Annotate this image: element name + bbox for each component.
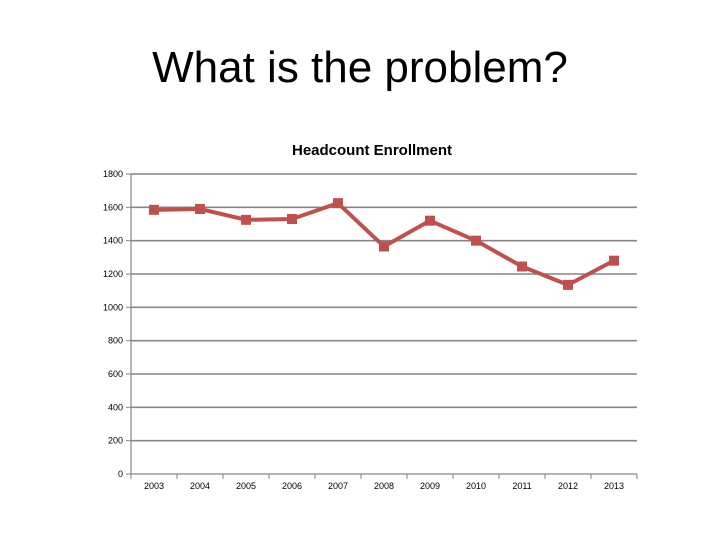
data-point-2012 xyxy=(563,279,573,290)
data-point-2010 xyxy=(471,235,481,246)
data-point-2005 xyxy=(241,214,251,225)
y-tick-label-400: 400 xyxy=(108,402,123,412)
x-tick-label-2013: 2013 xyxy=(604,481,624,491)
data-point-2008 xyxy=(379,241,389,252)
y-tick-labels: 0 200 400 600 800 1000 1200 1400 1600 1800 xyxy=(103,169,123,479)
y-tick-label-1400: 1400 xyxy=(103,236,123,246)
x-tick-label-2011: 2011 xyxy=(512,481,531,491)
x-tick-label-2004: 2004 xyxy=(190,481,210,491)
data-point-2011 xyxy=(517,261,527,272)
y-tick-label-1600: 1600 xyxy=(103,202,123,212)
y-tick-label-0: 0 xyxy=(118,469,123,479)
y-tick-label-800: 800 xyxy=(108,336,123,346)
y-tick-label-1000: 1000 xyxy=(103,302,123,312)
data-point-2009 xyxy=(425,215,435,226)
x-tick-label-2005: 2005 xyxy=(236,481,256,491)
x-tick-labels: 2003 2004 2005 2006 2007 2008 2009 2010 2011 2012… xyxy=(144,481,624,491)
x-tick-label-2008: 2008 xyxy=(374,481,394,491)
y-tick-label-200: 200 xyxy=(108,436,123,446)
series-layer xyxy=(149,198,619,290)
x-tick-label-2007: 2007 xyxy=(328,481,348,491)
gridlines xyxy=(131,173,637,442)
x-tick-label-2006: 2006 xyxy=(282,481,302,491)
data-point-2007 xyxy=(333,198,343,209)
data-point-2013 xyxy=(609,255,619,266)
data-point-2006 xyxy=(287,214,297,224)
x-tick-label-2003: 2003 xyxy=(144,481,164,491)
data-point-2004 xyxy=(195,204,205,214)
y-tick-label-1200: 1200 xyxy=(103,269,123,279)
x-tick-label-2009: 2009 xyxy=(420,481,440,491)
chart-title: Headcount Enrollment xyxy=(292,142,452,159)
x-tick-label-2012: 2012 xyxy=(558,481,578,491)
axes xyxy=(126,173,638,479)
y-tick-label-600: 600 xyxy=(108,369,123,379)
slide-title: What is the problem? xyxy=(152,43,568,92)
x-tick-label-2010: 2010 xyxy=(466,481,486,491)
data-point-2003 xyxy=(149,204,159,215)
y-tick-label-1800: 1800 xyxy=(103,169,123,179)
